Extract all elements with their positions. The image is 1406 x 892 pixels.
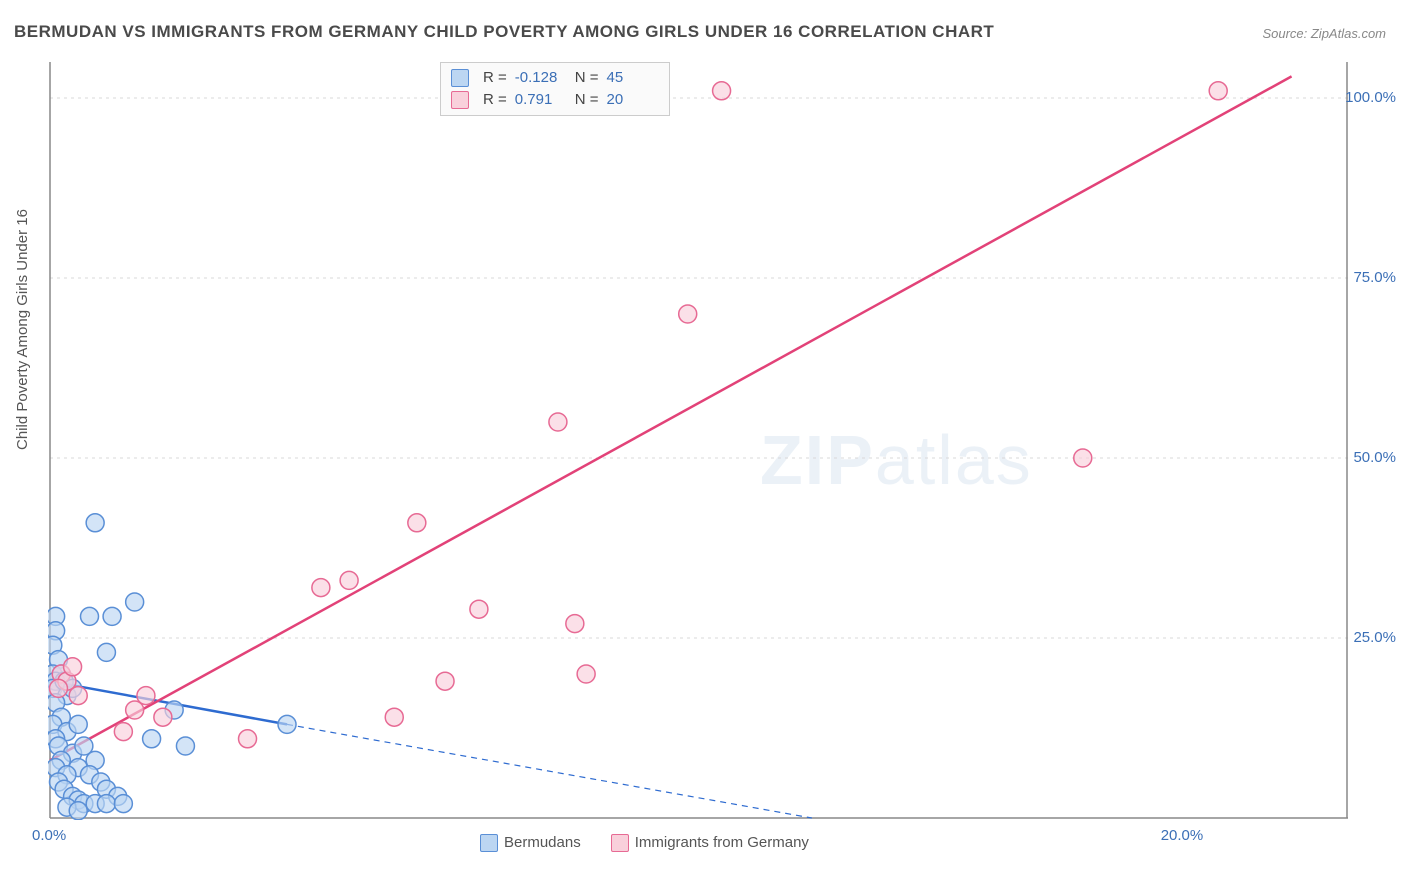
scatter-plot — [48, 60, 1348, 820]
swatch-germany-icon — [451, 91, 469, 109]
series-legend: Bermudans Immigrants from Germany — [480, 834, 809, 852]
y-tick-label: 100.0% — [1345, 89, 1396, 106]
chart-title: BERMUDAN VS IMMIGRANTS FROM GERMANY CHIL… — [14, 22, 994, 42]
n-value-2: 20 — [607, 89, 659, 111]
correlation-legend: R = -0.128 N = 45 R = 0.791 N = 20 — [440, 62, 670, 116]
swatch-bermudans-icon — [480, 834, 498, 852]
x-tick-label: 0.0% — [32, 827, 66, 844]
swatch-bermudans-icon — [451, 69, 469, 87]
legend-item: Bermudans — [480, 834, 581, 852]
source-label: Source: ZipAtlas.com — [1262, 26, 1386, 41]
x-tick-label: 20.0% — [1161, 827, 1204, 844]
r-value-2: 0.791 — [515, 89, 567, 111]
swatch-germany-icon — [611, 834, 629, 852]
y-tick-label: 25.0% — [1353, 629, 1396, 646]
n-value-1: 45 — [607, 67, 659, 89]
r-value-1: -0.128 — [515, 67, 567, 89]
legend-item: Immigrants from Germany — [611, 834, 809, 852]
y-axis-label: Child Poverty Among Girls Under 16 — [14, 209, 31, 450]
y-tick-label: 75.0% — [1353, 269, 1396, 286]
y-tick-label: 50.0% — [1353, 449, 1396, 466]
